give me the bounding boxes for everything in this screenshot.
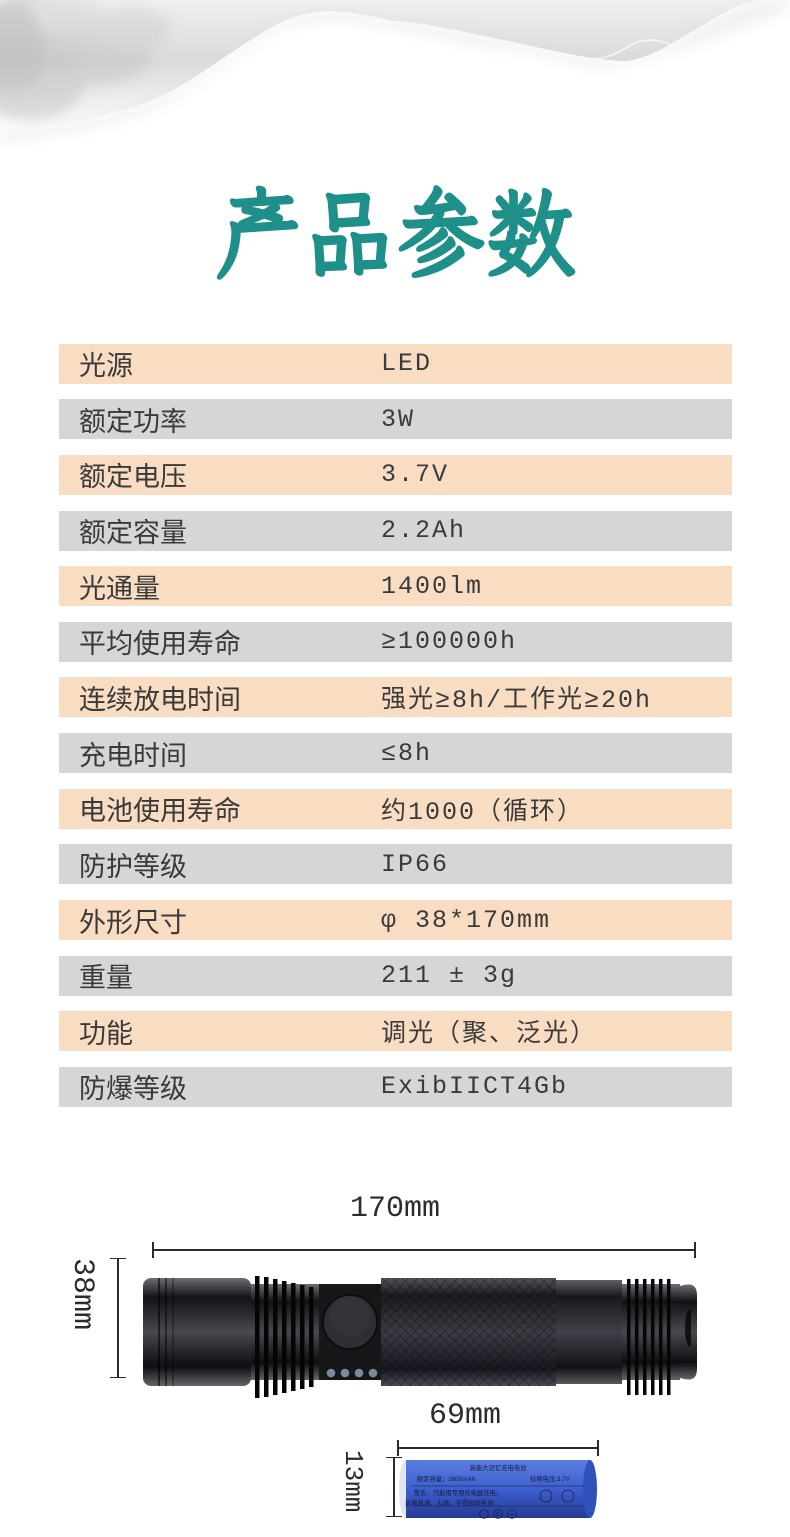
svg-text:+: + — [510, 1512, 513, 1518]
svg-text:远离热源、火源，不得抛摔电池.: 远离热源、火源，不得抛摔电池. — [405, 1498, 495, 1507]
svg-text:高能大记忆充电电池: 高能大记忆充电电池 — [470, 1463, 527, 1472]
svg-text:-: - — [483, 1512, 485, 1518]
svg-text:额定容量：2600mAh: 额定容量：2600mAh — [417, 1474, 476, 1483]
svg-text:标称电压:3.7V: 标称电压:3.7V — [530, 1474, 571, 1483]
svg-text:警告：只能用专用充电器充电；: 警告：只能用专用充电器充电； — [414, 1488, 502, 1497]
svg-text:C: C — [496, 1512, 500, 1518]
